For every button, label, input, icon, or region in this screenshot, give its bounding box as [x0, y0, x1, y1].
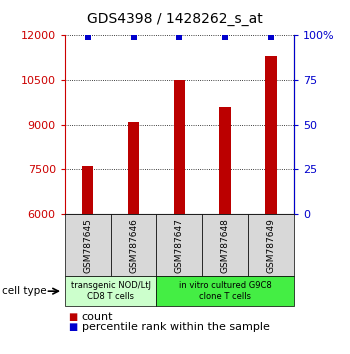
Text: percentile rank within the sample: percentile rank within the sample: [82, 322, 270, 332]
Text: GSM787645: GSM787645: [83, 218, 92, 273]
Text: GSM787647: GSM787647: [175, 218, 184, 273]
Text: ■: ■: [68, 322, 77, 332]
Text: cell type: cell type: [2, 286, 46, 296]
Bar: [82, 166, 93, 214]
Text: ■: ■: [68, 312, 77, 322]
Text: GDS4398 / 1428262_s_at: GDS4398 / 1428262_s_at: [87, 12, 263, 27]
Bar: [128, 122, 139, 214]
Text: transgenic NOD/LtJ
CD8 T cells: transgenic NOD/LtJ CD8 T cells: [71, 281, 150, 301]
Bar: [174, 80, 185, 214]
Text: GSM787646: GSM787646: [129, 218, 138, 273]
Text: GSM787649: GSM787649: [267, 218, 275, 273]
Text: GSM787648: GSM787648: [221, 218, 230, 273]
Text: in vitro cultured G9C8
clone T cells: in vitro cultured G9C8 clone T cells: [179, 281, 272, 301]
Bar: [265, 56, 277, 214]
Bar: [219, 107, 231, 214]
Text: count: count: [82, 312, 113, 322]
